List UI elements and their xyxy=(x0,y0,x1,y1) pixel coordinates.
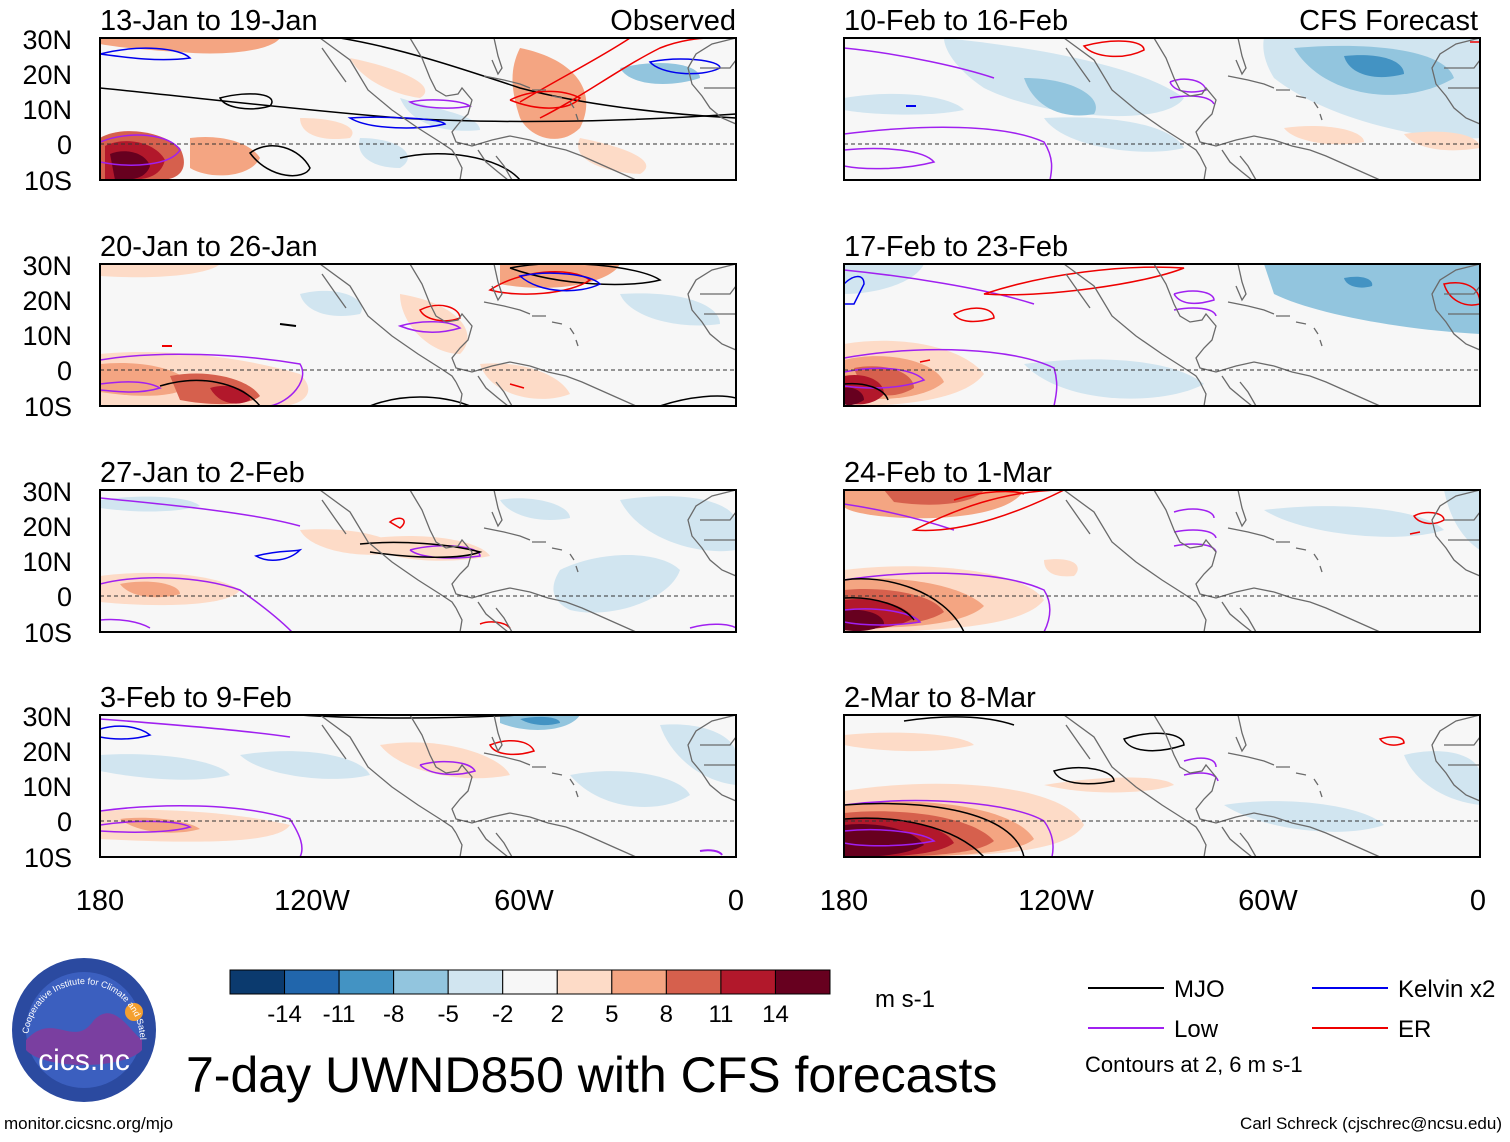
colorbar-tick-label: -14 xyxy=(267,1001,302,1028)
panel-title: 27-Jan to 2-Feb xyxy=(100,457,305,489)
lat-label: 10N xyxy=(22,547,72,577)
legend-label: Kelvin x2 xyxy=(1398,976,1495,1003)
lon-label: 120W xyxy=(274,885,350,917)
map-panel xyxy=(99,263,737,407)
lat-label: 10S xyxy=(24,392,72,422)
lon-label: 60W xyxy=(1238,885,1298,917)
lon-label: 180 xyxy=(820,885,868,917)
panel-title: 17-Feb to 23-Feb xyxy=(844,231,1068,263)
lat-label: 10S xyxy=(24,166,72,196)
panel-title: 24-Feb to 1-Mar xyxy=(844,457,1052,489)
map-panel xyxy=(843,37,1481,181)
lat-label: 30N xyxy=(22,25,72,55)
lat-label: 10S xyxy=(24,843,72,873)
panel-title: 2-Mar to 8-Mar xyxy=(844,682,1036,714)
lat-label: 0 xyxy=(57,130,72,160)
lat-label: 20N xyxy=(22,60,72,90)
lon-label: 0 xyxy=(728,885,744,917)
colorbar-tick-label: 11 xyxy=(708,1001,733,1028)
colorbar: -14 -11 -8 -5 -2 2 5 8 11 14 xyxy=(229,969,831,1028)
colorbar-tick-label: -11 xyxy=(323,1001,356,1028)
contour-legend: MJO Kelvin x2 Low ER xyxy=(1088,976,1495,1043)
lat-label: 0 xyxy=(57,807,72,837)
panel-title: 20-Jan to 26-Jan xyxy=(100,231,318,263)
lat-label: 30N xyxy=(22,702,72,732)
map-panel xyxy=(99,714,737,858)
colorbar-swatch xyxy=(338,969,395,995)
legend-label: Low xyxy=(1174,1016,1219,1043)
lat-label: 20N xyxy=(22,286,72,316)
colorbar-swatch xyxy=(229,969,286,995)
figure-title: 7-day UWND850 with CFS forecasts xyxy=(186,1047,998,1103)
colorbar-tick-label: 5 xyxy=(605,1001,618,1028)
colorbar-swatch xyxy=(720,969,776,995)
lat-label: 10N xyxy=(22,95,72,125)
panel-title: 3-Feb to 9-Feb xyxy=(100,682,292,714)
lat-label: 20N xyxy=(22,512,72,542)
contour-note: Contours at 2, 6 m s-1 xyxy=(1085,1052,1303,1077)
lon-label: 0 xyxy=(1470,885,1486,917)
panel-title: 10-Feb to 16-Feb xyxy=(844,5,1068,37)
legend-label: ER xyxy=(1398,1016,1431,1043)
lat-label: 20N xyxy=(22,737,72,767)
lon-label: 120W xyxy=(1018,885,1094,917)
logo-text: cics.nc xyxy=(38,1044,130,1077)
colorbar-swatch xyxy=(447,969,504,995)
observed-label: Observed xyxy=(610,5,736,37)
lat-label: 10N xyxy=(22,321,72,351)
site-url[interactable]: monitor.cicsnc.org/mjo xyxy=(4,1114,174,1133)
colorbar-swatch xyxy=(774,969,831,995)
colorbar-tick-label: 2 xyxy=(551,1001,564,1028)
lon-label: 180 xyxy=(76,885,124,917)
map-panel xyxy=(99,37,737,181)
colorbar-tick-label: -8 xyxy=(383,1001,404,1028)
lat-label: 0 xyxy=(57,356,72,386)
cics-logo: cics.nc Cooperative Institute for Climat… xyxy=(12,958,156,1102)
panel-title: 13-Jan to 19-Jan xyxy=(100,5,318,37)
colorbar-tick-label: 8 xyxy=(660,1001,673,1028)
map-panel xyxy=(843,714,1481,858)
author-credit: Carl Schreck (cjschrec@ncsu.edu) xyxy=(1240,1114,1502,1133)
colorbar-units: m s-1 xyxy=(875,986,935,1013)
map-panel xyxy=(843,263,1481,407)
map-panel xyxy=(843,489,1481,633)
lat-label: 30N xyxy=(22,251,72,281)
colorbar-swatch xyxy=(393,969,449,995)
colorbar-swatch xyxy=(611,969,667,995)
lat-label: 10S xyxy=(24,618,72,648)
lat-label: 0 xyxy=(57,582,72,612)
colorbar-tick-label: -5 xyxy=(438,1001,459,1028)
colorbar-swatch xyxy=(502,969,558,995)
colorbar-swatch xyxy=(665,969,722,995)
lat-label: 30N xyxy=(22,477,72,507)
colorbar-swatch xyxy=(284,969,340,995)
colorbar-swatch xyxy=(556,969,613,995)
legend-label: MJO xyxy=(1174,976,1225,1003)
colorbar-tick-label: -2 xyxy=(492,1001,513,1028)
forecast-label: CFS Forecast xyxy=(1299,5,1478,37)
lon-label: 60W xyxy=(494,885,554,917)
lat-label: 10N xyxy=(22,772,72,802)
map-panel xyxy=(99,489,737,633)
colorbar-tick-label: 14 xyxy=(762,1001,789,1028)
